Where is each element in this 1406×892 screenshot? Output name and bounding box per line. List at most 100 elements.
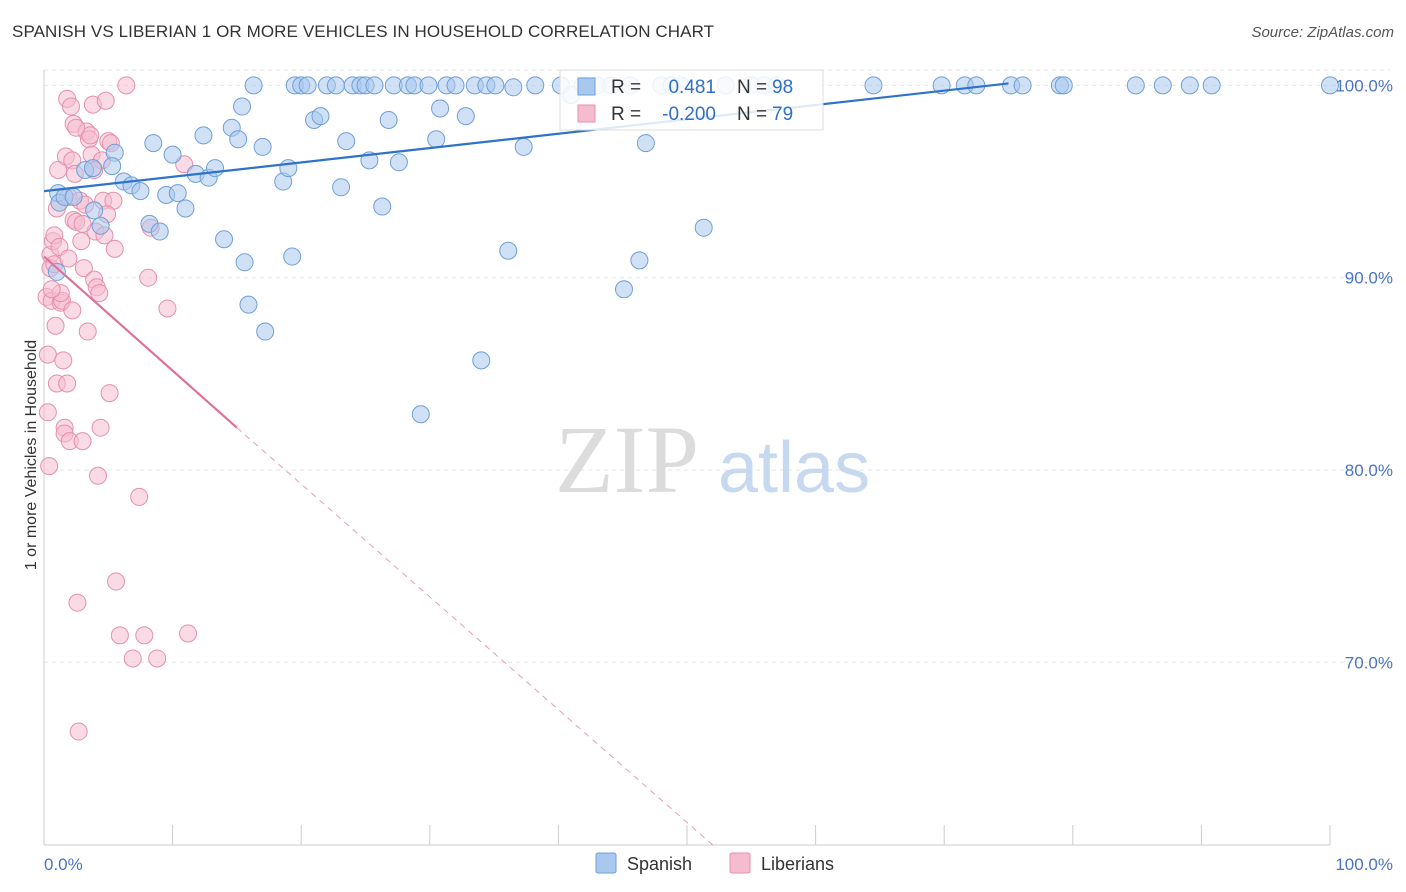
data-point: [135, 626, 154, 645]
data-point: [694, 218, 713, 237]
legend-swatch: [595, 852, 617, 874]
data-point: [148, 649, 167, 668]
stats-r-value: 0.481: [668, 77, 716, 98]
data-point: [311, 107, 330, 126]
data-point: [73, 432, 92, 451]
data-point: [614, 280, 633, 299]
data-point: [91, 216, 110, 235]
data-point: [630, 251, 649, 270]
data-point: [1180, 76, 1199, 95]
data-point: [73, 214, 92, 233]
watermark-zip: ZIP: [555, 406, 699, 513]
chart-title: SPANISH VS LIBERIAN 1 OR MORE VEHICLES I…: [12, 22, 715, 41]
data-point: [1153, 76, 1172, 95]
stats-r-label: R =: [611, 104, 641, 125]
data-point: [85, 201, 104, 220]
axes: [43, 70, 1331, 846]
data-point: [215, 230, 234, 249]
data-point: [514, 137, 533, 156]
data-point: [472, 351, 491, 370]
data-points: [37, 76, 1339, 741]
data-point: [499, 241, 518, 260]
x-tick-label: 0.0%: [44, 855, 83, 874]
data-point: [456, 107, 475, 126]
data-point: [103, 157, 122, 176]
data-point: [1054, 76, 1073, 95]
data-point: [244, 76, 263, 95]
data-point: [107, 572, 126, 591]
data-point: [206, 159, 225, 178]
data-point: [83, 159, 102, 178]
data-point: [63, 301, 82, 320]
y-tick-label: 100.0%: [1335, 76, 1393, 95]
y-tick-label: 90.0%: [1345, 269, 1393, 288]
data-point: [46, 316, 65, 335]
data-point: [58, 374, 77, 393]
data-point: [130, 487, 149, 506]
data-point: [38, 403, 57, 422]
data-point: [326, 76, 345, 95]
data-point: [49, 161, 68, 179]
stats-n-value: 98: [772, 77, 793, 98]
data-point: [337, 132, 356, 151]
data-point: [194, 126, 213, 145]
data-point: [62, 97, 81, 116]
data-point: [419, 76, 438, 95]
data-point: [298, 76, 317, 95]
chart-source: Source: ZipAtlas.com: [1251, 24, 1394, 41]
data-point: [131, 182, 150, 201]
y-tick-label: 70.0%: [1345, 653, 1393, 672]
data-point: [1202, 76, 1221, 95]
data-point: [144, 134, 163, 153]
data-point: [486, 76, 505, 95]
data-point: [38, 345, 57, 364]
y-tick-label: 80.0%: [1345, 461, 1393, 480]
data-point: [176, 199, 195, 218]
data-point: [54, 351, 73, 370]
stats-n-label: N =: [737, 104, 767, 125]
data-point: [365, 76, 384, 95]
stats-r-label: R =: [611, 77, 641, 98]
data-point: [636, 134, 655, 153]
data-point: [1321, 76, 1339, 95]
data-point: [89, 466, 108, 485]
grid-lines: [44, 69, 1390, 663]
stats-swatch: [577, 104, 596, 123]
stats-r-value: -0.200: [662, 104, 716, 125]
data-point: [179, 624, 198, 643]
data-point: [1126, 76, 1145, 95]
data-point: [68, 593, 87, 612]
data-point: [100, 384, 119, 403]
tick-labels: 70.0% 80.0% 90.0% 100.0% 0.0% 100.0%: [44, 76, 1393, 874]
legend-swatch: [729, 852, 751, 874]
data-point: [389, 153, 408, 172]
x-tick-label: 100.0%: [1335, 855, 1393, 874]
data-point: [163, 145, 182, 164]
trend-lines: [43, 82, 1009, 846]
data-point: [253, 137, 272, 156]
data-point: [105, 239, 124, 258]
data-point: [446, 76, 465, 95]
data-point: [117, 76, 136, 95]
trend-line: [43, 82, 1009, 193]
stats-box-frame: [559, 69, 824, 131]
data-point: [91, 418, 110, 437]
stats-box: R = 0.481 N = 98 R = -0.200 N = 79: [559, 69, 824, 131]
data-point: [332, 178, 351, 197]
data-point: [67, 118, 86, 137]
data-point: [110, 626, 129, 645]
data-point: [283, 247, 302, 266]
data-point: [64, 187, 83, 206]
data-point: [150, 222, 169, 241]
data-point: [1013, 76, 1032, 95]
data-point: [96, 91, 115, 110]
data-point: [158, 299, 177, 318]
data-point: [78, 322, 97, 341]
data-point: [81, 126, 100, 145]
data-point: [74, 259, 93, 278]
data-point: [123, 649, 142, 668]
y-axis-label: 1 or more Vehicles in Household: [23, 340, 40, 570]
legend-label: Liberians: [761, 854, 834, 874]
data-point: [69, 722, 88, 741]
